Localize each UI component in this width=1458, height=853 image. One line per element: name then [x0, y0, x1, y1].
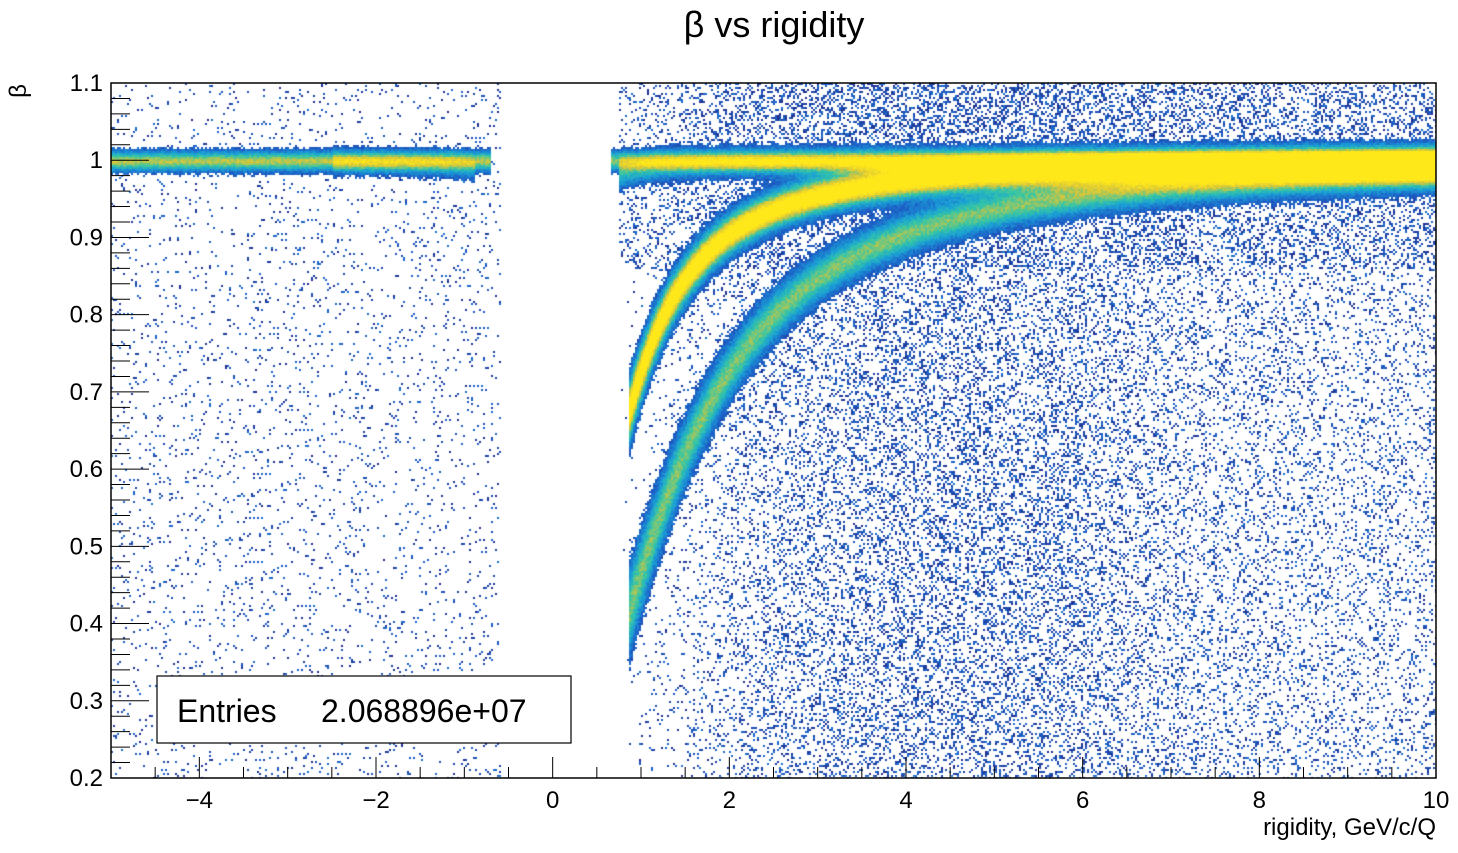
stats-entries-value: 2.068896e+07: [321, 693, 527, 729]
y-tick-label: 0.7: [70, 379, 103, 406]
stats-box: Entries 2.068896e+07: [156, 675, 572, 744]
x-tick-label: 2: [723, 787, 736, 814]
y-tick-label: 0.3: [70, 688, 103, 715]
chart-title: β vs rigidity: [684, 4, 865, 45]
x-tick-label: 10: [1423, 787, 1450, 814]
heatmap-image: [111, 83, 1436, 778]
x-axis: −4 −2 0 2 4 6 8 10: [110, 757, 1450, 814]
y-tick-label: 0.5: [70, 533, 103, 560]
x-tick-label: 8: [1253, 787, 1266, 814]
x-tick-label: −2: [362, 787, 389, 814]
heatmap-layer: [111, 83, 1436, 778]
x-tick-label: 0: [546, 787, 559, 814]
x-tick-label: 4: [899, 787, 912, 814]
y-axis: 0.2 0.3 0.4 0.5 0.6 0.7 0.8 0.9 1 1.1: [70, 70, 149, 792]
stats-entries-label: Entries: [177, 693, 277, 729]
y-tick-label: 1.1: [70, 70, 103, 97]
y-tick-label: 0.8: [70, 302, 103, 329]
y-axis-title: β: [5, 84, 32, 98]
stats-box-frame: [156, 675, 572, 744]
x-tick-label: −4: [186, 787, 213, 814]
y-tick-label: 1: [90, 147, 103, 174]
y-tick-label: 0.9: [70, 224, 103, 251]
x-tick-label: 6: [1076, 787, 1089, 814]
y-tick-label: 0.2: [70, 765, 103, 792]
x-axis-title: rigidity, GeV/c/Q: [1263, 814, 1436, 841]
y-tick-label: 0.6: [70, 456, 103, 483]
y-tick-label: 0.4: [70, 611, 103, 638]
